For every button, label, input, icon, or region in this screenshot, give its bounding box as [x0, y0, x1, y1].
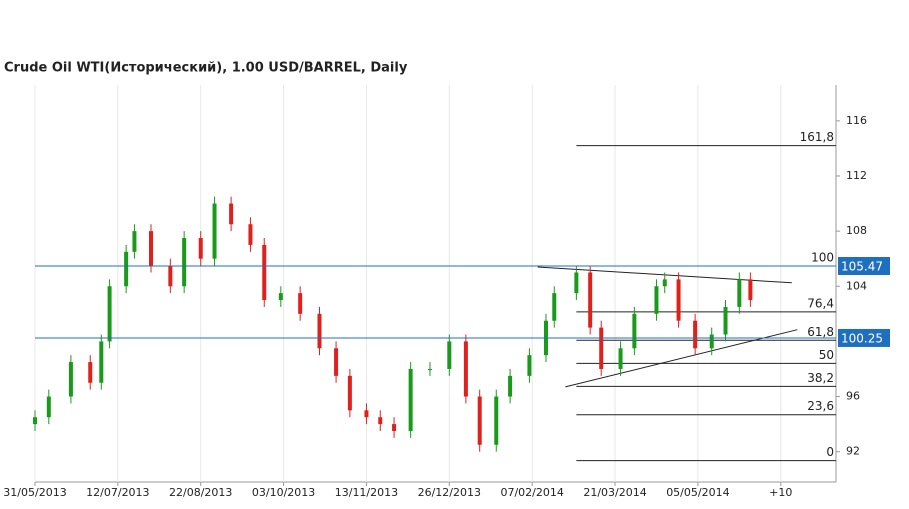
price-box [838, 328, 890, 347]
x-tick-label: 31/05/2013 [3, 486, 66, 499]
y-tick-label: 96 [846, 390, 860, 403]
candle-body [748, 279, 753, 301]
candle-body [378, 417, 383, 425]
candle-body [408, 368, 413, 431]
fib-label: 100 [811, 250, 834, 264]
trendline [565, 329, 798, 388]
candle-body [574, 272, 579, 294]
candle-body [508, 375, 513, 397]
x-tick-label: +10 [769, 486, 792, 499]
y-tick-label: 104 [846, 279, 867, 292]
candle-body [99, 341, 104, 383]
x-tick-label: 03/10/2013 [252, 486, 315, 499]
candle-body [392, 424, 397, 431]
candle-body [723, 306, 728, 335]
candle-body [709, 334, 714, 349]
price-label: 100.25 [841, 331, 883, 345]
price-box [838, 256, 890, 275]
x-tick-label: 21/03/2014 [583, 486, 646, 499]
candle-body [198, 238, 203, 259]
y-tick-label: 108 [846, 224, 867, 237]
candle-body [494, 396, 499, 445]
candle-body [33, 417, 37, 425]
candle-body [278, 293, 283, 301]
y-tick-label: 116 [846, 114, 867, 127]
x-tick-label: 12/07/2013 [86, 486, 149, 499]
candle-body [182, 238, 187, 287]
y-tick-label: 112 [846, 169, 867, 182]
fib-label: 0 [826, 445, 834, 459]
candle-body [168, 265, 173, 287]
candle-body [527, 355, 532, 376]
candle-body [298, 293, 303, 314]
candle-body [68, 362, 73, 397]
candle-body [676, 279, 681, 321]
candle-body [317, 313, 322, 349]
y-tick-label: 92 [846, 445, 860, 458]
candle-body [463, 341, 468, 397]
candle-body [477, 396, 482, 445]
candle-body [347, 375, 352, 411]
candle-body [632, 313, 637, 349]
candle-body [618, 348, 623, 369]
x-tick-label: 26/12/2013 [418, 486, 481, 499]
candle-body [427, 368, 432, 370]
fib-label: 161,8 [800, 130, 834, 144]
candle-body [654, 286, 659, 314]
candle-body [662, 279, 667, 287]
candle-body [334, 348, 339, 376]
x-tick-label: 05/05/2014 [666, 486, 729, 499]
price-label: 105.47 [841, 259, 883, 273]
candle-body [88, 362, 93, 383]
candle-body [364, 410, 369, 418]
candle-body [599, 327, 604, 369]
candle-body [229, 203, 234, 225]
candle-body [693, 320, 698, 349]
fib-label: 50 [819, 348, 834, 362]
candle-body [124, 251, 129, 287]
candle-body [212, 203, 217, 259]
fib-label: 76,4 [807, 296, 834, 310]
candle-body [447, 341, 452, 369]
candle-body [149, 231, 154, 266]
x-tick-label: 13/11/2013 [335, 486, 398, 499]
candle-body [107, 286, 112, 342]
fib-label: 23,6 [807, 399, 834, 413]
fib-label: 38,2 [807, 371, 834, 385]
chart-title: Crude Oil WTI(Исторический), 1.00 USD/BA… [4, 61, 408, 76]
candle-body [132, 231, 137, 252]
candle-body [588, 272, 593, 328]
candle-body [552, 293, 557, 321]
candle-body [737, 279, 742, 307]
fib-label: 61,8 [807, 325, 834, 339]
candle-body [46, 396, 51, 418]
x-tick-label: 22/08/2013 [169, 486, 232, 499]
candle-body [248, 224, 253, 245]
candle-body [262, 244, 267, 301]
x-tick-label: 07/02/2014 [500, 486, 563, 499]
